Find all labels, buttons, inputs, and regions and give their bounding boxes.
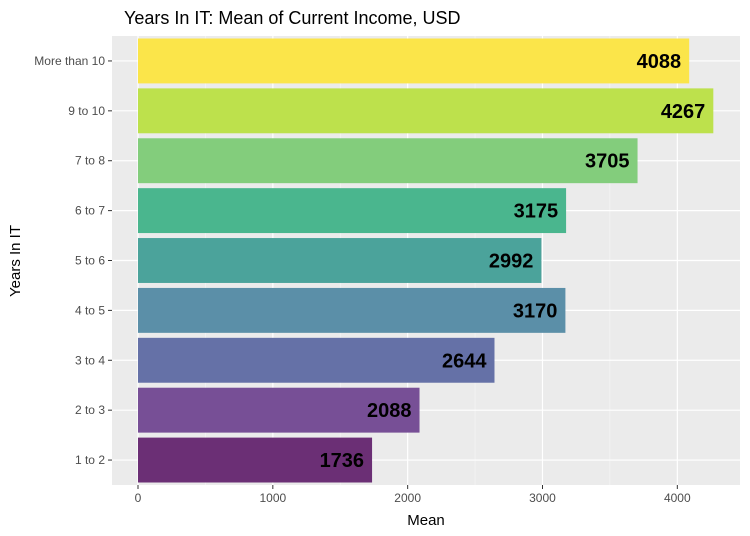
y-tick-label: 2 to 3 bbox=[75, 403, 105, 417]
bar-value-label: 3705 bbox=[585, 151, 630, 173]
bar bbox=[138, 88, 714, 134]
y-tick-label: More than 10 bbox=[34, 54, 105, 68]
y-tick-label: 7 to 8 bbox=[75, 154, 105, 168]
x-axis-title: Mean bbox=[407, 512, 445, 529]
x-tick-label: 0 bbox=[135, 491, 142, 505]
bar bbox=[138, 287, 566, 333]
y-axis-title: Years In IT bbox=[7, 225, 24, 297]
bar-value-label: 3175 bbox=[514, 201, 559, 223]
x-tick-label: 4000 bbox=[664, 491, 691, 505]
x-tick-label: 2000 bbox=[394, 491, 421, 505]
chart-title: Years In IT: Mean of Current Income, USD bbox=[124, 8, 460, 28]
bar bbox=[138, 38, 690, 84]
bar-value-label: 1736 bbox=[320, 450, 365, 472]
bar bbox=[138, 188, 567, 234]
bar bbox=[138, 387, 420, 433]
x-axis-ticks: 0 1000 2000 3000 4000 bbox=[135, 485, 691, 505]
bar-value-label: 4088 bbox=[637, 51, 682, 73]
y-tick-label: 1 to 2 bbox=[75, 453, 105, 467]
bar-value-label: 2644 bbox=[442, 350, 487, 372]
x-tick-label: 3000 bbox=[529, 491, 556, 505]
y-axis-ticks: 1 to 2 2 to 3 3 to 4 4 to 5 5 to 6 6 to 7 7 to… bbox=[34, 54, 112, 467]
bar bbox=[138, 138, 638, 184]
bar-value-label: 2992 bbox=[489, 251, 534, 273]
bars: 1736 2088 2644 3170 2992 3175 3705 4267 4088 bbox=[138, 38, 714, 483]
y-tick-label: 4 to 5 bbox=[75, 303, 105, 317]
bar-value-label: 4267 bbox=[661, 101, 706, 123]
y-tick-label: 6 to 7 bbox=[75, 204, 105, 218]
y-tick-label: 3 to 4 bbox=[75, 353, 105, 367]
bar-value-label: 3170 bbox=[513, 300, 558, 322]
x-tick-label: 1000 bbox=[259, 491, 286, 505]
bar-value-label: 2088 bbox=[367, 400, 412, 422]
y-tick-label: 5 to 6 bbox=[75, 254, 105, 268]
bar bbox=[138, 337, 495, 383]
bar bbox=[138, 238, 542, 283]
bar bbox=[138, 437, 373, 483]
y-tick-label: 9 to 10 bbox=[68, 104, 105, 118]
